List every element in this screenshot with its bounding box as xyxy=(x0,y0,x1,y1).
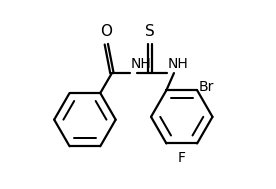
Text: O: O xyxy=(100,24,112,39)
Text: NH: NH xyxy=(131,57,151,71)
Text: S: S xyxy=(145,24,155,39)
Text: F: F xyxy=(178,151,186,165)
Text: Br: Br xyxy=(199,81,214,94)
Text: NH: NH xyxy=(168,57,189,71)
